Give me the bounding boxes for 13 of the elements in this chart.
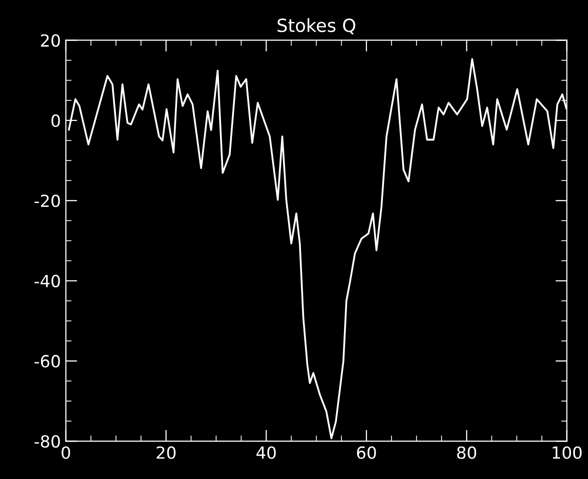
x-tick-label: 20 bbox=[156, 446, 176, 459]
x-tick-label: 60 bbox=[357, 446, 376, 459]
y-tick-label: 0 bbox=[51, 114, 60, 127]
chart-title: Stokes Q bbox=[278, 18, 356, 34]
y-tick-label: -60 bbox=[34, 354, 60, 368]
x-tick-label: 100 bbox=[552, 446, 582, 459]
x-tick-label: 40 bbox=[256, 446, 276, 459]
y-tick-label: -40 bbox=[34, 274, 60, 288]
y-tick-label: -20 bbox=[34, 194, 60, 208]
y-tick-label: 20 bbox=[41, 34, 60, 47]
x-tick-label: 0 bbox=[62, 446, 70, 459]
x-tick-label: 80 bbox=[457, 446, 476, 459]
y-tick-label: -80 bbox=[34, 435, 60, 448]
